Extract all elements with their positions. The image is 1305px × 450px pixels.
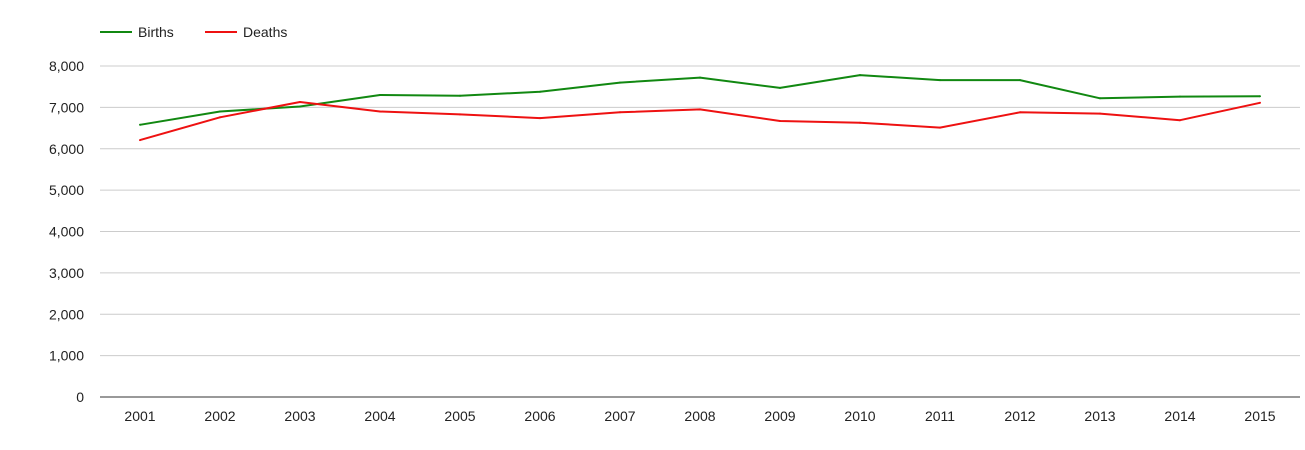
x-tick-label: 2015	[1244, 408, 1275, 424]
x-tick-label: 2003	[284, 408, 315, 424]
data-point-deaths	[299, 101, 301, 103]
data-point-births	[939, 79, 941, 82]
data-point-births	[1179, 95, 1181, 98]
y-tick-label: 0	[76, 389, 84, 405]
x-tick-label: 2004	[364, 408, 395, 424]
data-point-births	[1259, 95, 1261, 98]
x-tick-label: 2011	[925, 408, 955, 424]
y-tick-label: 7,000	[49, 99, 84, 115]
legend-label: Deaths	[243, 24, 287, 40]
data-point-births	[859, 74, 861, 77]
data-point-births	[1099, 97, 1101, 100]
x-axis: 2001 2002 2003 2004 2005 2006 2007 2008 2009 2010…	[100, 396, 1300, 424]
data-point-deaths	[139, 139, 141, 142]
data-point-births	[459, 94, 461, 97]
y-tick-label: 4,000	[49, 224, 84, 240]
x-tick-label: 2001	[124, 408, 155, 424]
x-tick-label: 2012	[1004, 408, 1035, 424]
x-tick-label: 2010	[844, 408, 875, 424]
data-point-births	[619, 81, 621, 84]
y-tick-label: 3,000	[49, 265, 84, 281]
series-lines	[139, 74, 1261, 142]
x-tick-label: 2005	[444, 408, 475, 424]
data-point-deaths	[1019, 111, 1021, 114]
legend-item-births: Births	[100, 24, 174, 40]
x-tick-label: 2007	[604, 408, 635, 424]
data-point-births	[699, 76, 701, 79]
data-point-deaths	[1259, 101, 1261, 104]
y-tick-label: 5,000	[49, 182, 84, 198]
data-point-deaths	[859, 121, 861, 124]
data-point-births	[379, 94, 381, 96]
x-tick-label: 2008	[684, 408, 715, 424]
y-tick-label: 8,000	[49, 58, 84, 74]
data-point-deaths	[379, 110, 381, 113]
gridlines	[100, 65, 1300, 357]
data-point-births	[539, 90, 541, 93]
x-tick-label: 2013	[1084, 408, 1115, 424]
data-point-deaths	[619, 111, 621, 114]
y-tick-label: 1,000	[49, 348, 84, 364]
y-tick-label: 6,000	[49, 141, 84, 157]
data-point-deaths	[219, 116, 221, 119]
data-point-deaths	[699, 108, 701, 111]
x-tick-label: 2002	[204, 408, 235, 424]
data-point-births	[1019, 79, 1021, 82]
x-tick-label: 2009	[764, 408, 795, 424]
data-point-births	[779, 86, 781, 89]
y-tick-label: 2,000	[49, 306, 84, 322]
data-point-deaths	[1099, 112, 1101, 115]
legend-label: Births	[138, 24, 174, 40]
data-point-births	[139, 123, 141, 126]
data-point-deaths	[1179, 119, 1181, 122]
x-tick-label: 2014	[1164, 408, 1195, 424]
chart-legend: Births Deaths	[100, 24, 287, 40]
data-point-deaths	[459, 113, 461, 116]
data-point-deaths	[939, 126, 941, 129]
legend-item-deaths: Deaths	[205, 24, 287, 40]
data-point-births	[219, 110, 221, 113]
data-point-deaths	[779, 120, 781, 122]
y-axis: 0 1,000 2,000 3,000 4,000 5,000 6,000 7,000 8,00…	[49, 58, 84, 405]
data-point-deaths	[539, 117, 541, 120]
series-line-births	[139, 74, 1261, 126]
x-tick-label: 2006	[524, 408, 555, 424]
data-point-births	[299, 105, 301, 108]
